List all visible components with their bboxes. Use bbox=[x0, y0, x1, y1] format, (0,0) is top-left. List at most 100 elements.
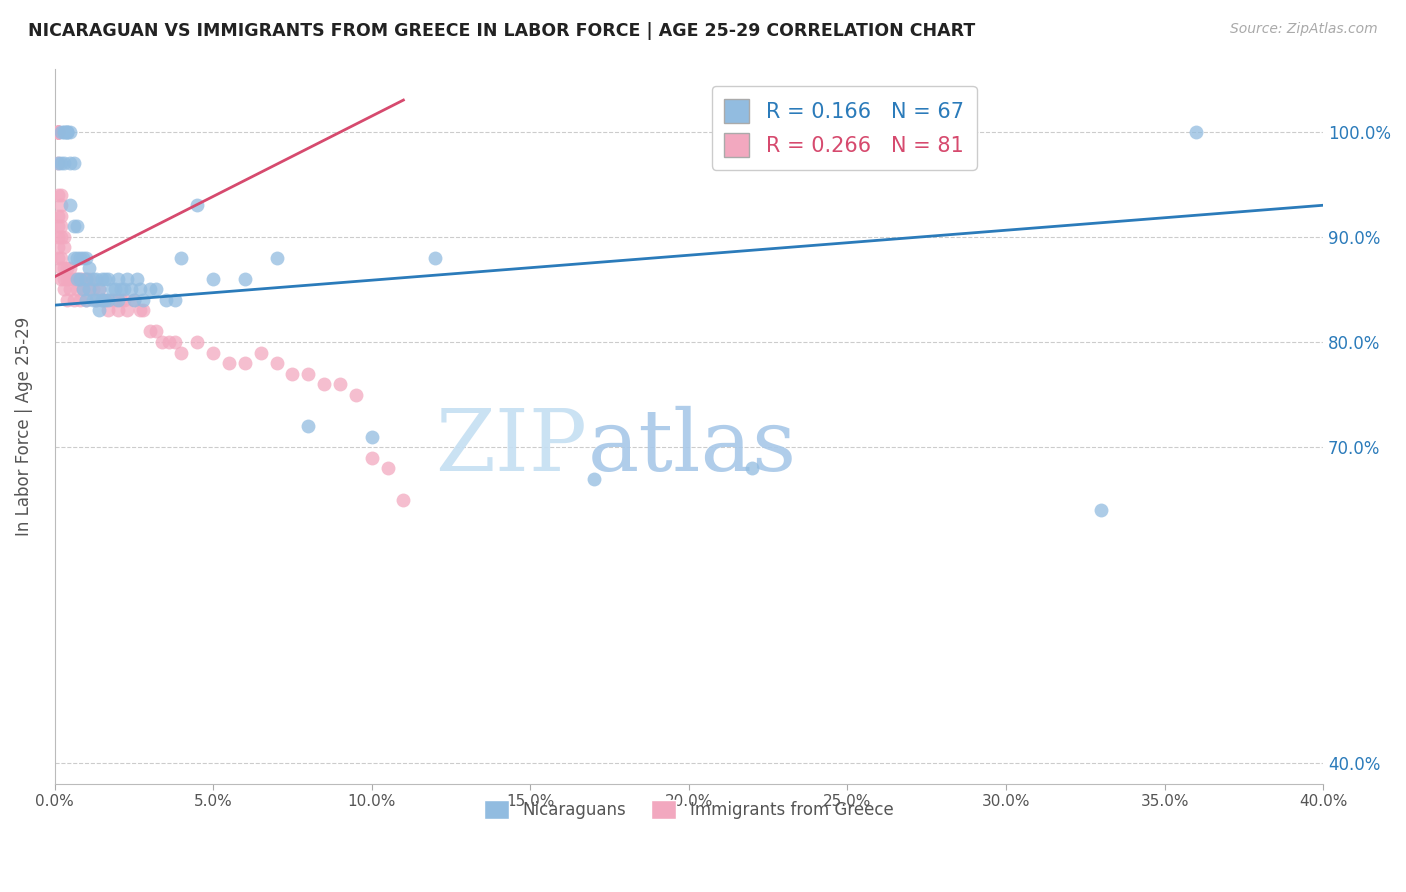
Point bbox=[75, 251, 97, 265]
Point bbox=[53, 156, 76, 170]
Point bbox=[72, 282, 94, 296]
Point bbox=[46, 240, 69, 254]
Point bbox=[155, 293, 177, 307]
Point bbox=[138, 282, 160, 296]
Point bbox=[79, 261, 101, 276]
Point bbox=[72, 251, 94, 265]
Point bbox=[97, 293, 120, 307]
Point bbox=[329, 377, 352, 392]
Point bbox=[53, 240, 76, 254]
Point bbox=[82, 272, 104, 286]
Point bbox=[297, 367, 319, 381]
Point bbox=[49, 187, 72, 202]
Point bbox=[69, 251, 91, 265]
Point bbox=[46, 125, 69, 139]
Point bbox=[91, 293, 114, 307]
Point bbox=[423, 251, 446, 265]
Point bbox=[360, 450, 382, 465]
Point bbox=[129, 282, 152, 296]
Point bbox=[62, 293, 84, 307]
Point bbox=[157, 334, 180, 349]
Point bbox=[46, 125, 69, 139]
Point bbox=[218, 356, 240, 370]
Point bbox=[46, 156, 69, 170]
Point bbox=[104, 293, 127, 307]
Point bbox=[62, 272, 84, 286]
Point bbox=[53, 272, 76, 286]
Point bbox=[46, 125, 69, 139]
Point bbox=[233, 356, 256, 370]
Point bbox=[69, 272, 91, 286]
Point bbox=[186, 198, 208, 212]
Point bbox=[46, 251, 69, 265]
Point bbox=[62, 251, 84, 265]
Point bbox=[107, 293, 129, 307]
Point bbox=[46, 219, 69, 234]
Point bbox=[120, 282, 142, 296]
Point bbox=[66, 272, 89, 286]
Point bbox=[75, 293, 97, 307]
Point bbox=[138, 325, 160, 339]
Text: NICARAGUAN VS IMMIGRANTS FROM GREECE IN LABOR FORCE | AGE 25-29 CORRELATION CHAR: NICARAGUAN VS IMMIGRANTS FROM GREECE IN … bbox=[28, 22, 976, 40]
Point bbox=[132, 303, 155, 318]
Point bbox=[72, 272, 94, 286]
Point bbox=[1185, 125, 1208, 139]
Y-axis label: In Labor Force | Age 25-29: In Labor Force | Age 25-29 bbox=[15, 317, 32, 536]
Point bbox=[66, 282, 89, 296]
Point bbox=[49, 198, 72, 212]
Point bbox=[87, 282, 110, 296]
Point bbox=[104, 282, 127, 296]
Point bbox=[91, 272, 114, 286]
Point bbox=[53, 261, 76, 276]
Point bbox=[392, 492, 415, 507]
Point bbox=[53, 125, 76, 139]
Point bbox=[94, 272, 117, 286]
Point bbox=[107, 303, 129, 318]
Point bbox=[66, 272, 89, 286]
Point bbox=[56, 125, 79, 139]
Point bbox=[163, 334, 186, 349]
Point bbox=[150, 334, 173, 349]
Point bbox=[62, 156, 84, 170]
Point bbox=[122, 293, 145, 307]
Point bbox=[82, 293, 104, 307]
Point bbox=[56, 125, 79, 139]
Point bbox=[100, 282, 122, 296]
Point bbox=[145, 282, 167, 296]
Point bbox=[117, 303, 139, 318]
Point bbox=[46, 125, 69, 139]
Point bbox=[79, 282, 101, 296]
Text: atlas: atlas bbox=[588, 406, 796, 489]
Point bbox=[132, 293, 155, 307]
Point bbox=[79, 282, 101, 296]
Point bbox=[97, 303, 120, 318]
Point bbox=[59, 125, 82, 139]
Text: ZIP: ZIP bbox=[436, 406, 588, 489]
Point bbox=[163, 293, 186, 307]
Point bbox=[297, 419, 319, 434]
Point bbox=[46, 209, 69, 223]
Point bbox=[72, 282, 94, 296]
Point bbox=[49, 251, 72, 265]
Point bbox=[66, 251, 89, 265]
Point bbox=[170, 345, 193, 359]
Legend: Nicaraguans, Immigrants from Greece: Nicaraguans, Immigrants from Greece bbox=[478, 793, 900, 825]
Point bbox=[202, 272, 225, 286]
Point bbox=[66, 219, 89, 234]
Point bbox=[49, 272, 72, 286]
Point bbox=[87, 303, 110, 318]
Point bbox=[59, 272, 82, 286]
Point bbox=[84, 293, 107, 307]
Point bbox=[129, 303, 152, 318]
Text: Source: ZipAtlas.com: Source: ZipAtlas.com bbox=[1230, 22, 1378, 37]
Point bbox=[82, 282, 104, 296]
Point bbox=[110, 293, 132, 307]
Point bbox=[360, 430, 382, 444]
Point bbox=[59, 198, 82, 212]
Point bbox=[59, 261, 82, 276]
Point bbox=[202, 345, 225, 359]
Point bbox=[79, 272, 101, 286]
Point bbox=[75, 272, 97, 286]
Point bbox=[53, 125, 76, 139]
Point bbox=[69, 293, 91, 307]
